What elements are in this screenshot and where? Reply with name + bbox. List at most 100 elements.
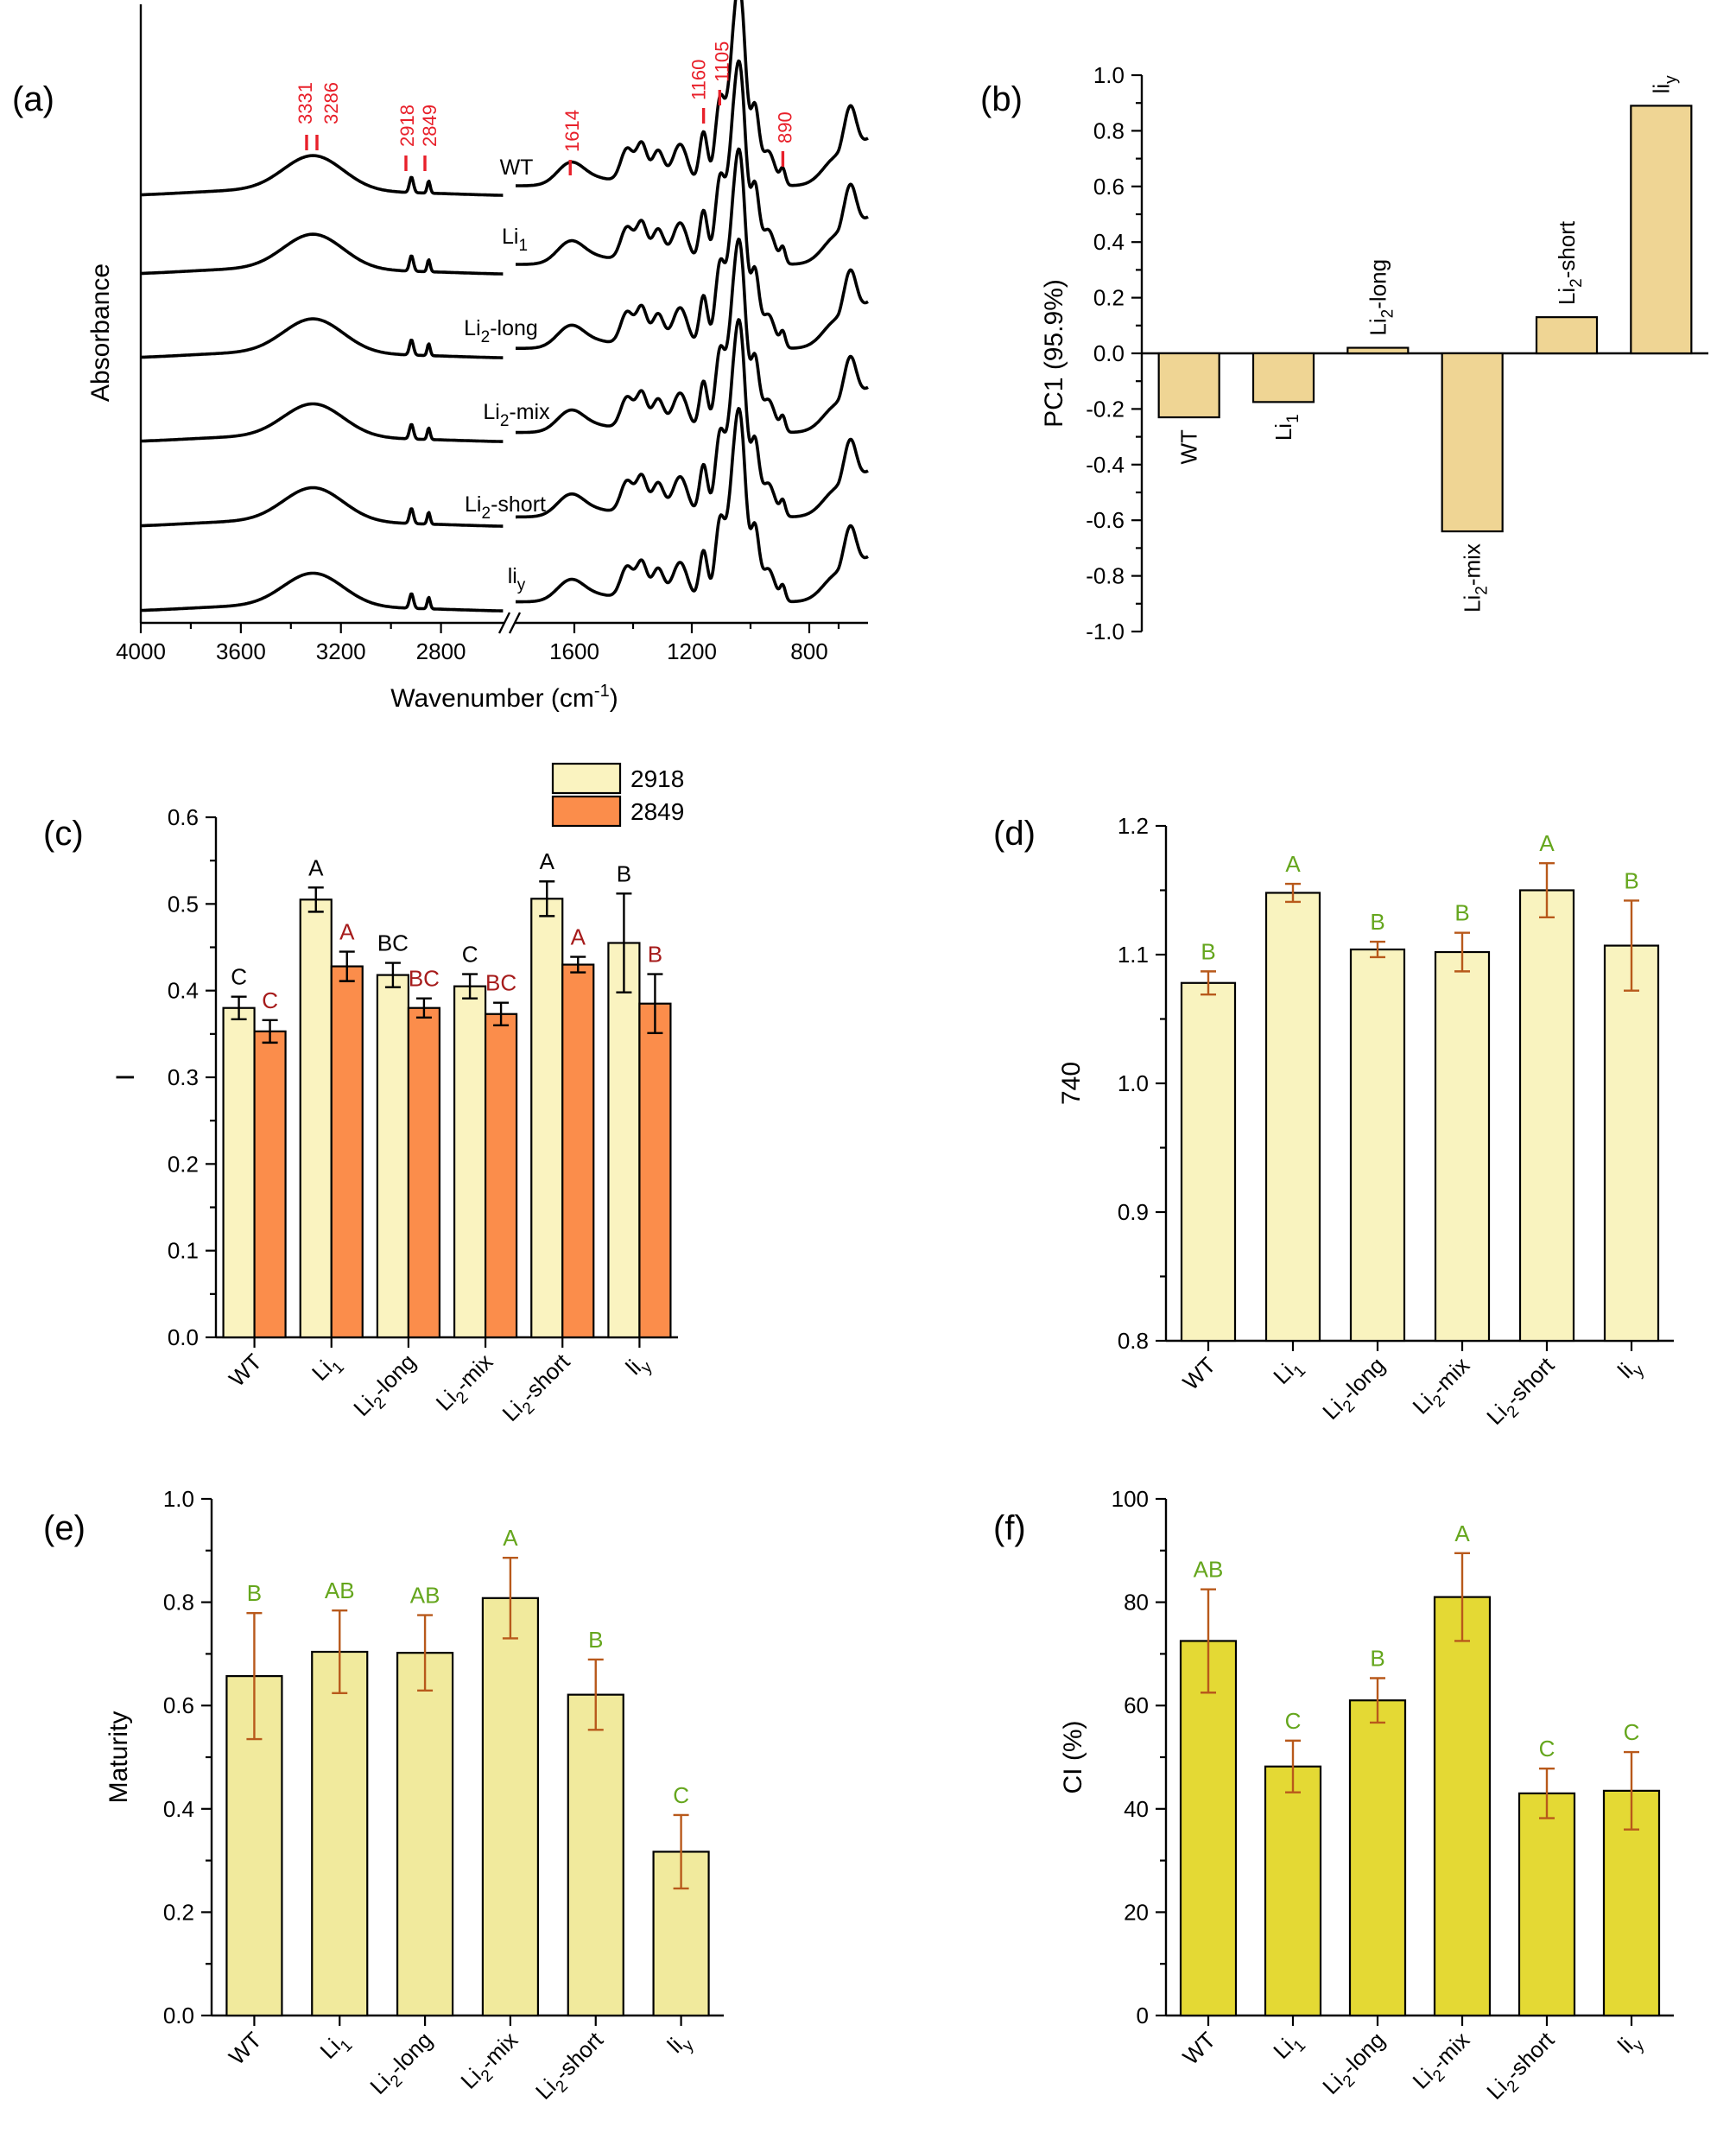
significance-letter: A [339, 919, 355, 945]
bar [222, 1006, 256, 1339]
bar [311, 1650, 369, 2017]
bar [1264, 1765, 1322, 2017]
x-tick-label: Li2-short [497, 1348, 580, 1431]
legend-label: 2849 [630, 798, 684, 825]
x-tick-label: Li2-long [364, 2027, 441, 2104]
panel-c-intensity-chart: 0.00.10.20.30.40.50.6IWTCCLi1AALi2-longB… [111, 762, 684, 1431]
panel-f-ci-chart: 0 20 40 60 80 100 CI (%) WT AB Li1 C Li2-long B Li2-m… [1059, 1486, 1674, 2109]
y-tick-label: 0.1 [168, 1238, 199, 1264]
y-axis-title: I [111, 1074, 140, 1081]
spectrum-line-high [140, 154, 504, 197]
bar [1157, 352, 1220, 419]
significance-letter: C [673, 1782, 689, 1808]
significance-letter: A [1454, 1520, 1470, 1546]
bar [253, 1030, 287, 1339]
bar [1251, 352, 1315, 403]
y-tick-label: 1.1 [1118, 942, 1149, 968]
x-tick-label: Li1 [1268, 2027, 1309, 2068]
x-tick-label: Li2-mix [1408, 2027, 1479, 2098]
spectrum-line-low [515, 59, 869, 266]
y-tick-label: 0.2 [163, 1899, 194, 1925]
bar [1603, 944, 1660, 1343]
significance-letter: C [462, 942, 478, 968]
significance-letter: C [231, 964, 247, 990]
bar [1346, 346, 1410, 355]
y-tick-label: 0.8 [1118, 1328, 1149, 1354]
x-tick-label: 1200 [667, 638, 717, 664]
bar [1434, 950, 1491, 1343]
panel-e-maturity-chart: 0.00.20.40.60.81.0MaturityWTBLi1ABLi2-lo… [105, 1486, 724, 2109]
x-tick-label: 2800 [416, 638, 466, 664]
y-tick-label: 0 [1137, 2003, 1149, 2028]
significance-letter: A [540, 848, 555, 874]
significance-letter: A [1285, 851, 1301, 877]
y-tick-label: 1.0 [1118, 1070, 1149, 1096]
bar-category-label: Li2-short [1554, 220, 1586, 305]
bar [299, 898, 333, 1339]
bar [1179, 1640, 1238, 2017]
bar [561, 963, 595, 1339]
x-tick-label: WT [1177, 1352, 1220, 1395]
y-axis-title: 740 [1057, 1062, 1086, 1105]
bar [1517, 1792, 1576, 2017]
panel-label-f: (f) [993, 1509, 1026, 1547]
significance-letter: B [247, 1580, 262, 1606]
spectrum-line-high [140, 571, 504, 613]
spectrum-label: Li2-mix [483, 400, 550, 430]
spectrum-line-low [515, 407, 869, 604]
x-tick-label: 4000 [116, 638, 166, 664]
x-tick-label: Li1 [307, 1349, 348, 1390]
significance-letter: B [1454, 900, 1469, 926]
significance-letter: B [617, 860, 631, 886]
y-axis-title: Maturity [105, 1711, 133, 1804]
bar [1518, 889, 1575, 1343]
significance-letter: BC [485, 970, 516, 996]
x-tick-label: WT [224, 1349, 267, 1392]
y-axis-title: PC1 (95.9%) [1040, 279, 1068, 428]
x-tick-label: liy [621, 1349, 656, 1384]
y-axis-title: Absorbance [86, 263, 115, 402]
peak-label: 2849 [419, 105, 440, 147]
bar [481, 1597, 540, 2017]
panel-b-pc1-chart: -1.0 -0.8 -0.6 -0.4 -0.2 0.0 0.2 0.4 0.6 0.8 1.0 PC… [1040, 62, 1708, 644]
bar [1433, 1596, 1492, 2017]
y-tick-label: 0.4 [163, 1796, 194, 1822]
x-tick-label: liy [662, 2027, 698, 2062]
spectrum-line-low [515, 147, 869, 350]
x-tick-label: Li2-long [1317, 2027, 1394, 2104]
bar [1348, 1699, 1407, 2017]
significance-letter: B [1201, 938, 1215, 964]
significance-letter: B [1370, 1646, 1384, 1672]
y-tick-label: 60 [1124, 1692, 1149, 1718]
y-tick-label: 0.6 [1093, 174, 1125, 200]
panel-label-d: (d) [993, 815, 1036, 853]
significance-letter: AB [410, 1583, 440, 1609]
x-tick-label: Li2-mix [455, 2027, 527, 2098]
x-tick-label: 800 [790, 638, 827, 664]
bar [607, 942, 641, 1339]
y-axis-title: CI (%) [1059, 1721, 1087, 1794]
x-tick-label: Li1 [1268, 1352, 1309, 1393]
legend-swatch [551, 762, 622, 795]
significance-letter: AB [1194, 1557, 1224, 1583]
bar-category-label: Li2-long [1365, 259, 1397, 336]
x-tick-label: Li2-short [1481, 2026, 1564, 2109]
peak-label: 3286 [320, 82, 342, 124]
bar [638, 1002, 672, 1339]
y-tick-label: 0.0 [168, 1324, 199, 1350]
panel-label-a: (a) [12, 80, 54, 118]
y-tick-label: -0.6 [1086, 507, 1125, 533]
y-tick-label: 0.0 [163, 2003, 194, 2028]
peak-label: 2918 [396, 105, 418, 147]
significance-letter: B [1370, 909, 1384, 935]
significance-letter: A [503, 1525, 518, 1551]
bar [407, 1006, 441, 1339]
significance-letter: C [1285, 1708, 1302, 1734]
spectrum-label: liy [508, 564, 526, 594]
y-tick-label: 0.4 [168, 978, 199, 1004]
peak-label: 1105 [711, 41, 732, 82]
legend-swatch [551, 795, 622, 828]
bar [530, 898, 564, 1339]
y-tick-label: -1.0 [1086, 619, 1125, 644]
x-tick-label: Li2-short [530, 2026, 613, 2109]
